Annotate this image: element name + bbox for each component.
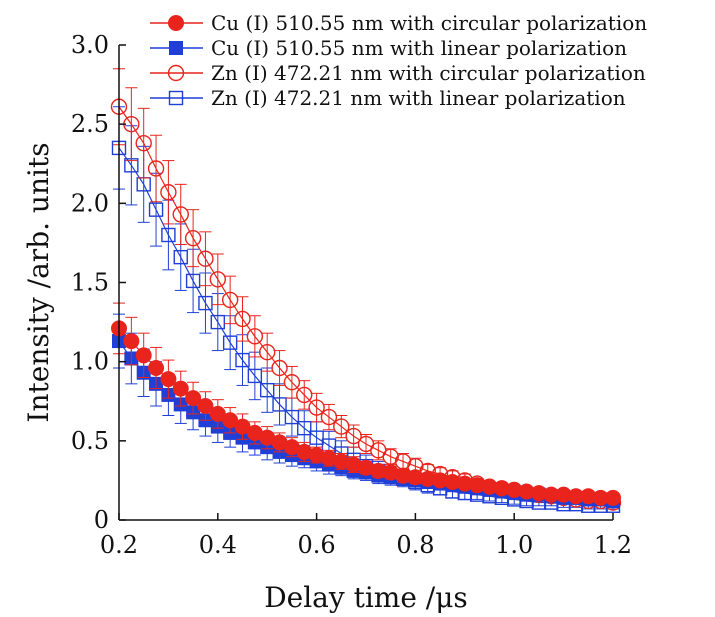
- legend-item: Zn (I) 472.21 nm with circular polarizat…: [150, 61, 646, 85]
- data-point: [309, 430, 324, 445]
- data-point: [148, 360, 165, 376]
- data-point: [160, 184, 177, 201]
- legend-label: Cu (I) 510.55 nm with linear polarizatio…: [211, 36, 627, 60]
- data-point: [197, 398, 214, 414]
- legend-item: Cu (I) 510.55 nm with circular polarizat…: [150, 11, 647, 35]
- data-point: [234, 310, 251, 328]
- x-tick-label: 0.6: [298, 531, 336, 559]
- data-point: [235, 352, 250, 368]
- data-point: [197, 250, 214, 267]
- data-point: [185, 273, 201, 289]
- data-point: [283, 374, 301, 391]
- x-tick-label: 1.2: [594, 531, 632, 559]
- series-3: [110, 68, 622, 511]
- legend-label: Zn (I) 472.21 nm with linear polarizatio…: [211, 86, 626, 110]
- data-point: [260, 382, 275, 398]
- data-point: [168, 15, 184, 31]
- y-tick-label: 0.5: [71, 427, 109, 455]
- x-tick-label: 0.2: [100, 531, 138, 559]
- data-point: [345, 427, 362, 445]
- data-point: [296, 386, 313, 404]
- y-tick-label: 2.5: [71, 110, 109, 138]
- legend-item: Cu (I) 510.55 nm with linear polarizatio…: [150, 36, 627, 60]
- y-ticks: 0 0.5 1.0 1.5 2.0 2.5 3.0: [71, 31, 126, 534]
- y-axis-title: Intensity /arb. units: [22, 142, 55, 422]
- data-point: [297, 420, 312, 436]
- legend-item: Zn (I) 472.21 nm with linear polarizatio…: [150, 86, 626, 110]
- series-2: [112, 313, 620, 508]
- data-point: [184, 229, 202, 247]
- y-tick-label: 2.0: [71, 189, 109, 217]
- data-point: [167, 64, 185, 82]
- data-point: [271, 359, 288, 377]
- data-point: [123, 333, 140, 350]
- data-point: [148, 202, 164, 217]
- legend-label: Zn (I) 472.21 nm with circular polarizat…: [211, 61, 646, 85]
- data-point: [259, 343, 276, 361]
- data-point: [172, 380, 189, 397]
- data-point: [161, 227, 176, 243]
- data-point: [135, 347, 152, 364]
- data-point: [185, 390, 202, 407]
- data-point: [222, 335, 238, 350]
- data-point: [247, 368, 263, 384]
- data-point: [320, 408, 338, 426]
- data-point: [605, 489, 621, 506]
- legend-label: Cu (I) 510.55 nm with circular polarizat…: [211, 11, 647, 35]
- legend: Cu (I) 510.55 nm with circular polarizat…: [150, 11, 647, 110]
- x-ticks: 0.2 0.4 0.6 0.8 1.0 1.2: [100, 513, 632, 559]
- x-tick-label: 1.0: [495, 531, 533, 559]
- data-point: [160, 371, 177, 388]
- data-point: [333, 418, 350, 435]
- data-point: [147, 160, 165, 177]
- data-point: [210, 314, 226, 330]
- data-point: [198, 295, 213, 311]
- data-point: [221, 291, 239, 309]
- data-point: [382, 448, 399, 465]
- x-axis-title: Delay time /μs: [264, 581, 468, 614]
- series-1: [111, 302, 621, 506]
- data-point: [284, 409, 300, 425]
- data-point: [246, 328, 264, 345]
- y-tick-label: 0: [94, 506, 109, 534]
- data-point: [308, 399, 325, 416]
- data-point: [169, 41, 183, 55]
- plot-area: [110, 68, 622, 513]
- y-tick-label: 1.5: [71, 269, 109, 297]
- data-point: [135, 134, 152, 152]
- data-point: [172, 206, 189, 223]
- x-tick-label: 0.8: [396, 531, 434, 559]
- data-point: [168, 90, 184, 106]
- y-tick-label: 3.0: [71, 31, 109, 59]
- x-tick-label: 0.4: [199, 531, 237, 559]
- data-point: [173, 249, 188, 265]
- data-point: [209, 271, 227, 288]
- data-point: [272, 397, 287, 412]
- y-tick-label: 1.0: [71, 348, 109, 376]
